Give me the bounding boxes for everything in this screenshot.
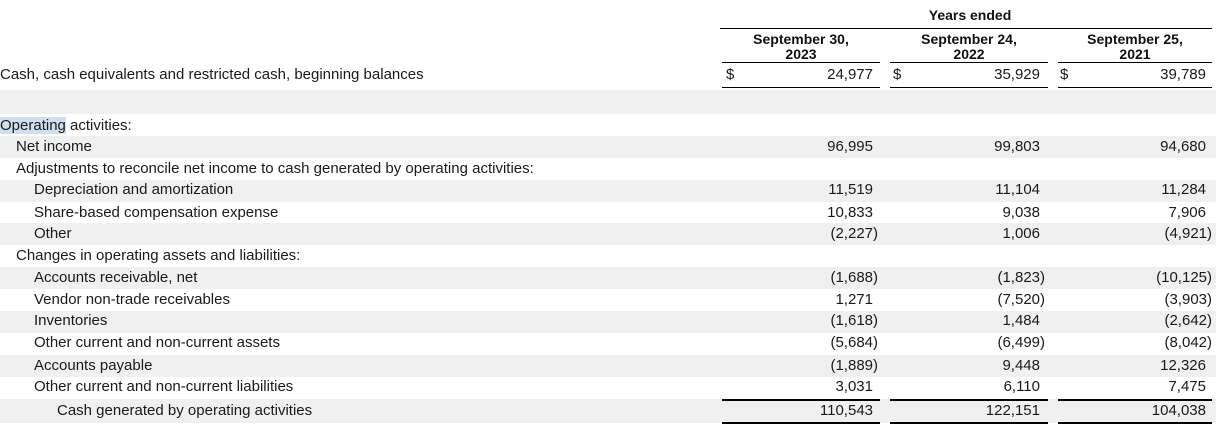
row-band [0,311,1216,333]
row-value: 11,284 [1161,181,1206,198]
row-band [0,90,1216,114]
row-label: Vendor non-trade receivables [34,291,230,308]
row-value: (1,618) [830,312,878,329]
beginning-balance-2022: 35,929 [994,66,1040,83]
row-value: (1,889) [830,357,878,374]
row-value: (4,921) [1164,225,1212,242]
section-title: Operating activities: [0,117,132,134]
row-label: Changes in operating assets and liabilit… [16,247,301,264]
total-label: Cash generated by operating activities [57,402,313,419]
row-value: (2,642) [1164,312,1212,329]
row-value: 1,484 [1002,312,1040,329]
row-band [0,180,1216,202]
selected-text: Operating [0,117,66,134]
row-value: (2,227) [830,225,878,242]
row-label: Adjustments to reconcile net income to c… [16,160,534,177]
row-label: Accounts receivable, net [34,269,198,286]
subtotal-rule [1058,399,1212,401]
row-value: (1,823) [997,269,1045,286]
row-value: 94,680 [1160,138,1206,155]
row-value: 99,803 [994,138,1040,155]
row-value: 3,031 [835,378,873,395]
row-value: 10,833 [827,204,873,221]
row-value: 6,110 [1003,378,1040,395]
column-header-2021: September 25, 2021 [1087,31,1183,62]
row-value: 7,475 [1168,378,1206,395]
total-value-2021: 104,038 [1151,402,1206,419]
total-rule [722,422,880,424]
row-value: 12,326 [1160,357,1206,374]
row-band [0,267,1216,289]
total-value-2023: 110,543 [819,402,873,419]
column-rule [1058,62,1212,63]
beginning-balance-2023: 24,977 [827,66,873,83]
row-value: 7,906 [1168,204,1206,221]
row-band [0,355,1216,377]
row-label: Inventories [34,312,108,329]
row-value: (3,903) [1164,291,1212,308]
column-rule [890,62,1048,63]
underline-rule [722,87,880,88]
row-label: Other current and non-current liabilitie… [34,378,294,395]
total-rule [1058,422,1212,424]
row-value: 1,271 [835,291,873,308]
years-ended-label: Years ended [928,7,1012,23]
row-value: 9,448 [1002,357,1040,374]
currency-symbol: $ [893,66,902,83]
row-value: (1,688) [830,269,878,286]
column-header-2023: September 30, 2023 [753,31,849,62]
row-value: 1,006 [1002,225,1040,242]
row-value: 11,519 [828,181,873,198]
row-value: 96,995 [827,138,873,155]
underline-rule [890,87,1048,88]
row-value: (7,520) [997,291,1045,308]
total-rule [890,422,1048,424]
row-label: Net income [16,138,92,155]
row-label: Share-based compensation expense [34,204,279,221]
currency-symbol: $ [1060,66,1069,83]
row-value: 9,038 [1002,204,1040,221]
row-band [0,399,1216,423]
row-value: (8,042) [1164,334,1212,351]
beginning-balance-2021: 39,789 [1160,66,1206,83]
row-value: (6,499) [997,334,1045,351]
row-label: Other [34,225,72,242]
column-rule [722,62,880,63]
row-value: (10,125) [1156,269,1212,286]
column-header-2022: September 24, 2022 [921,31,1017,62]
row-band [0,223,1216,245]
row-value: 11,104 [995,181,1040,198]
total-value-2022: 122,151 [985,402,1040,419]
beginning-balance-label: Cash, cash equivalents and restricted ca… [0,66,424,83]
currency-symbol: $ [726,66,735,83]
row-label: Other current and non-current assets [34,334,280,351]
row-value: (5,684) [830,334,878,351]
header-rule [720,28,1212,29]
row-label: Accounts payable [34,357,153,374]
row-label: Depreciation and amortization [34,181,234,198]
subtotal-rule [890,399,1048,401]
underline-rule [1058,87,1212,88]
row-band [0,136,1216,158]
subtotal-rule [722,399,880,401]
